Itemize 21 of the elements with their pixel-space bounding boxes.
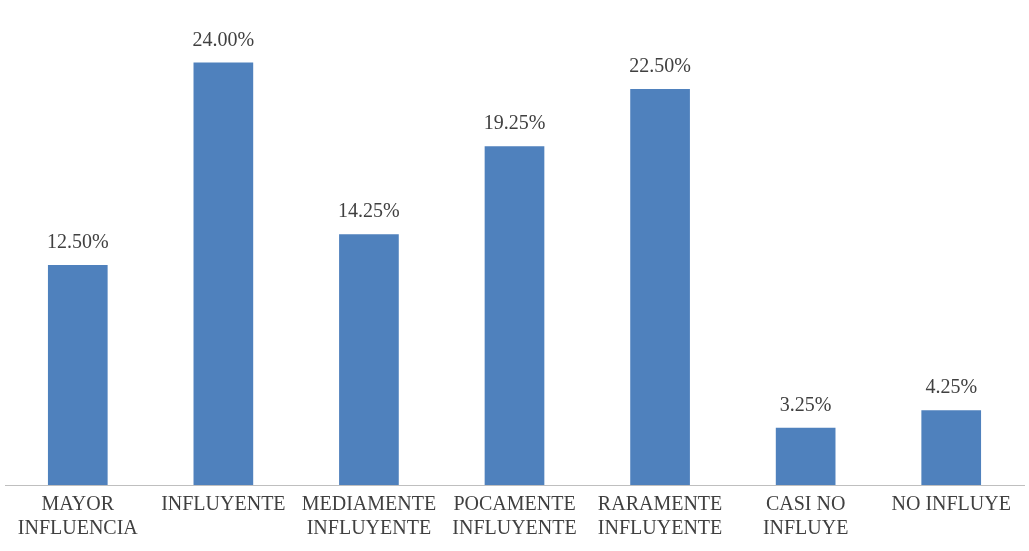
bar xyxy=(775,427,836,485)
bar xyxy=(193,62,254,485)
data-label: 3.25% xyxy=(779,393,832,416)
bar xyxy=(630,89,690,485)
bar xyxy=(484,146,545,485)
bar xyxy=(921,410,982,485)
bar xyxy=(339,234,399,485)
x-tick-label: MAYOR INFLUENCIA xyxy=(17,492,139,539)
data-label: 19.25% xyxy=(483,111,546,134)
x-tick-label: NO INFLUYE xyxy=(891,492,1011,515)
data-label: 22.50% xyxy=(629,54,691,77)
x-tick-label: POCAMENTE INFLUYENTE xyxy=(452,492,577,539)
x-tick-label: CASI NO INFLUYE xyxy=(762,492,849,539)
bar xyxy=(47,265,108,485)
x-tick-label: MEDIAMENTE INFLUYENTE xyxy=(301,492,437,539)
data-label: 4.25% xyxy=(925,375,978,398)
data-label: 12.50% xyxy=(46,230,109,253)
data-label: 24.00% xyxy=(192,27,255,50)
data-label: 14.25% xyxy=(338,199,400,222)
x-tick-label: RARAMENTE INFLUYENTE xyxy=(597,492,723,539)
x-tick-label: INFLUYENTE xyxy=(161,492,286,515)
